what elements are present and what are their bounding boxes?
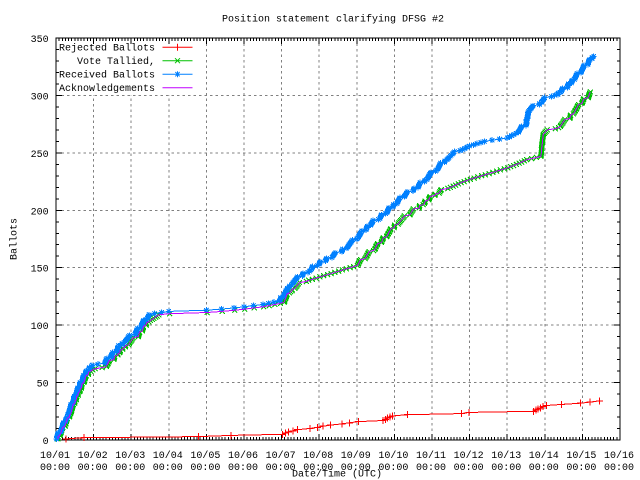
svg-text:10/15: 10/15 <box>566 450 596 462</box>
svg-text:Position statement clarifying: Position statement clarifying DFSG #2 <box>222 14 444 26</box>
svg-text:00:00: 00:00 <box>190 463 220 474</box>
svg-text:10/07: 10/07 <box>266 450 296 462</box>
svg-text:10/05: 10/05 <box>190 450 220 462</box>
svg-text:00:00: 00:00 <box>153 463 183 474</box>
svg-text:100: 100 <box>31 322 49 333</box>
svg-text:00:00: 00:00 <box>228 463 258 474</box>
svg-text:00:00: 00:00 <box>566 463 596 474</box>
svg-text:150: 150 <box>31 265 49 276</box>
svg-text:00:00: 00:00 <box>454 463 484 474</box>
svg-text:Rejected Ballots: Rejected Ballots <box>59 43 155 55</box>
svg-text:10/09: 10/09 <box>341 450 371 462</box>
svg-text:00:00: 00:00 <box>491 463 521 474</box>
svg-text:50: 50 <box>37 380 49 391</box>
svg-text:00:00: 00:00 <box>303 463 333 474</box>
svg-text:10/11: 10/11 <box>416 450 446 462</box>
svg-text:10/04: 10/04 <box>153 450 183 462</box>
svg-text:Vote Tallied,: Vote Tallied, <box>77 56 155 68</box>
svg-text:10/13: 10/13 <box>491 450 521 462</box>
svg-text:300: 300 <box>31 92 49 103</box>
svg-text:200: 200 <box>31 207 49 218</box>
svg-text:10/08: 10/08 <box>303 450 333 462</box>
svg-text:00:00: 00:00 <box>40 463 70 474</box>
svg-text:00:00: 00:00 <box>266 463 296 474</box>
svg-text:00:00: 00:00 <box>341 463 371 474</box>
svg-text:00:00: 00:00 <box>604 463 634 474</box>
svg-text:Date/Time (UTC): Date/Time (UTC) <box>292 469 382 480</box>
svg-text:00:00: 00:00 <box>115 463 145 474</box>
svg-text:10/03: 10/03 <box>115 450 145 462</box>
svg-text:10/06: 10/06 <box>228 450 258 462</box>
svg-text:10/01: 10/01 <box>40 450 70 462</box>
svg-text:10/16: 10/16 <box>604 450 634 462</box>
svg-text:00:00: 00:00 <box>529 463 559 474</box>
svg-text:10/02: 10/02 <box>78 450 108 462</box>
svg-text:00:00: 00:00 <box>378 463 408 474</box>
svg-text:Ballots: Ballots <box>9 218 21 260</box>
svg-text:00:00: 00:00 <box>416 463 446 474</box>
svg-text:350: 350 <box>31 35 49 46</box>
svg-text:0: 0 <box>43 437 49 448</box>
svg-text:00:00: 00:00 <box>78 463 108 474</box>
svg-text:Received Ballots: Received Ballots <box>59 70 155 82</box>
svg-text:10/12: 10/12 <box>454 450 484 462</box>
svg-text:10/10: 10/10 <box>378 450 408 462</box>
svg-text:Acknowledgements: Acknowledgements <box>59 83 155 95</box>
svg-text:250: 250 <box>31 150 49 161</box>
svg-text:10/14: 10/14 <box>529 450 559 462</box>
